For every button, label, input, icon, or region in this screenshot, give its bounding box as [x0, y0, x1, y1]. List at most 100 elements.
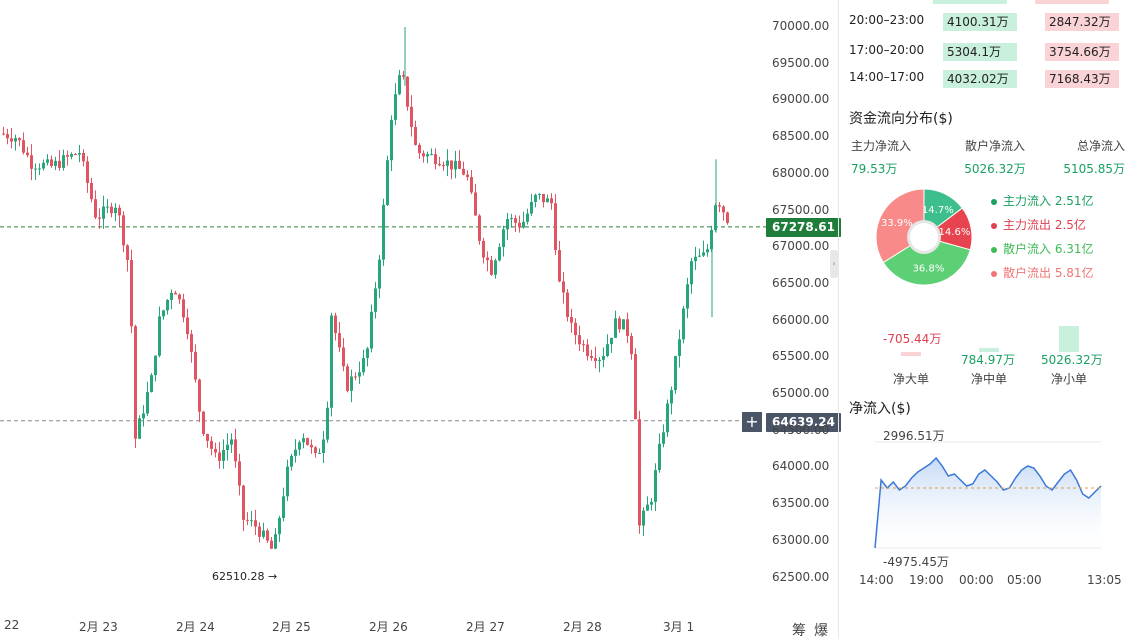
candle: [634, 348, 637, 420]
candle: [358, 361, 361, 384]
candle: [446, 149, 449, 177]
candle: [62, 149, 65, 171]
candle: [590, 349, 593, 361]
low-price-marker: 62510.28 →: [212, 570, 278, 583]
candle: [366, 346, 369, 367]
candle: [510, 213, 513, 228]
crosshair-plus-icon[interactable]: +: [742, 412, 762, 432]
candle: [642, 507, 645, 536]
price-axis-label: 69000.00: [772, 92, 830, 107]
candlestick-canvas[interactable]: [0, 0, 832, 639]
net-inflow-line: [874, 456, 1102, 549]
legend-item[interactable]: 散户流出 5.81亿: [991, 264, 1094, 281]
candle: [626, 312, 629, 344]
candle: [698, 248, 701, 258]
panel-collapse-handle[interactable]: ›: [830, 250, 838, 278]
candle: [190, 330, 193, 363]
candle: [238, 453, 241, 496]
candle: [370, 304, 373, 353]
candle: [490, 255, 493, 276]
candle: [526, 208, 529, 225]
candle: [226, 433, 229, 461]
price-axis-label: 69500.00: [772, 55, 830, 70]
candle: [338, 321, 341, 352]
candle: [402, 71, 405, 80]
candle: [334, 312, 337, 341]
date-axis-label: 2月 28: [563, 620, 602, 634]
candle: [110, 202, 113, 218]
candlestick-chart[interactable]: 67278.61 + 64639.24 62510.28 → 70000.00 6…: [0, 0, 842, 639]
pie-hole: [910, 223, 938, 251]
candle: [170, 289, 173, 310]
date-axis-label: 2月 23: [79, 620, 118, 634]
date-axis-label: 2月 24: [176, 620, 215, 634]
price-axis-label: 64500.00: [772, 422, 830, 437]
candle: [410, 95, 413, 137]
legend-item[interactable]: 主力流入 2.51亿: [991, 192, 1094, 209]
candle: [458, 150, 461, 170]
candle: [290, 453, 293, 471]
candle: [138, 415, 141, 439]
main-net-inflow: 主力净流入 79.53万: [851, 139, 912, 176]
net-order-category: 净中单: [971, 372, 1008, 386]
legend-item[interactable]: 散户流入 6.31亿: [991, 240, 1094, 257]
candle: [26, 146, 29, 158]
net-order-category: 净大单: [893, 372, 930, 386]
candle: [662, 424, 665, 448]
candle: [658, 433, 661, 473]
candle: [274, 528, 277, 550]
candle: [322, 430, 325, 463]
net-order-bar: [979, 347, 999, 352]
candle: [54, 156, 57, 171]
candle: [454, 150, 457, 179]
candle: [482, 237, 485, 264]
candle: [618, 316, 621, 333]
candle: [606, 334, 609, 358]
candle: [186, 308, 189, 340]
candle: [262, 522, 265, 539]
price-axis-label: 68500.00: [772, 129, 830, 144]
price-axis-label: 66500.00: [772, 275, 830, 290]
candle: [538, 193, 541, 200]
legend-item[interactable]: 主力流出 2.5亿: [991, 216, 1086, 233]
chip-tab[interactable]: 筹: [792, 623, 806, 639]
date-axis-label: 22: [4, 618, 20, 632]
candle: [546, 194, 549, 203]
candle: [202, 410, 205, 437]
candle: [542, 193, 545, 208]
candle: [6, 128, 9, 145]
candle: [90, 177, 93, 203]
clipped-inflow-bar: [933, 0, 1007, 4]
candle: [602, 347, 605, 368]
net-order-bar: [901, 352, 921, 356]
liquidation-tab[interactable]: 爆: [814, 623, 828, 639]
candle: [318, 448, 321, 454]
candle: [294, 439, 297, 463]
timeframe-label: 17:00–20:00: [849, 43, 925, 57]
candle: [462, 161, 465, 176]
candle: [246, 512, 249, 526]
candle: [558, 241, 561, 283]
candle: [302, 433, 305, 449]
candle: [674, 355, 677, 394]
candle: [230, 433, 233, 453]
timeframe-inflow: 4032.02万: [943, 70, 1017, 88]
candle: [382, 198, 385, 266]
timeframe-outflow: 3754.66万: [1045, 43, 1119, 61]
candle: [178, 293, 181, 305]
net-inflow-title: 净流入($): [849, 401, 911, 417]
candle: [726, 211, 729, 225]
price-axis-label: 70000.00: [772, 19, 830, 33]
candle: [30, 144, 33, 181]
candle: [102, 195, 105, 229]
candle: [534, 193, 537, 208]
candle: [298, 440, 301, 456]
candle: [450, 160, 453, 180]
net-order-value: -705.44万: [883, 332, 942, 346]
candle: [86, 156, 89, 193]
candle: [418, 143, 421, 159]
candle: [498, 243, 501, 262]
candle: [46, 154, 49, 166]
candle: [118, 204, 121, 227]
candle: [466, 170, 469, 181]
